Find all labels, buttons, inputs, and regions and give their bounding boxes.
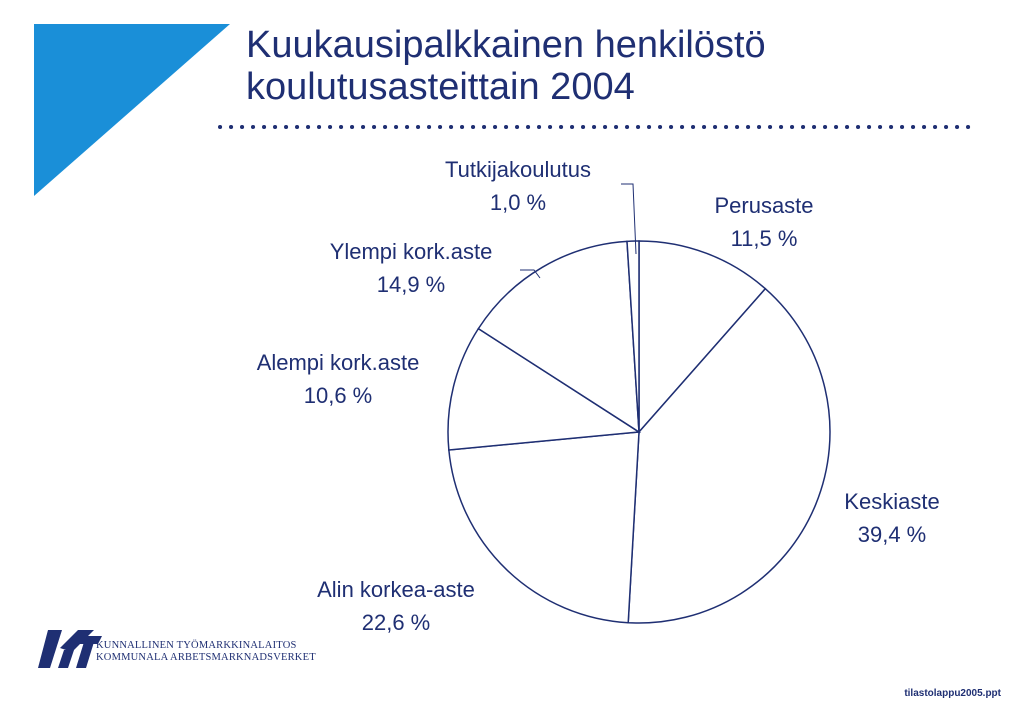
file-name: tilastolappu2005.ppt	[904, 688, 1001, 699]
pie-slice-tutkijakoulutus	[626, 240, 640, 433]
slice-label-ylempi-kork-aste: Ylempi kork.aste	[330, 239, 493, 264]
org-name-swedish: KOMMUNALA ARBETSMARKNADSVERKET	[96, 652, 316, 663]
pie-slice-keskiaste	[627, 287, 831, 624]
leader-line-ylempi-kork-aste	[520, 269, 541, 279]
slice-value-alempi-kork-aste: 10,6 %	[304, 383, 373, 408]
title-line-1: Kuukausipalkkainen henkilöstö	[246, 24, 766, 66]
slice-label-perusaste: Perusaste	[714, 193, 813, 218]
corner-triangle-decoration	[34, 24, 230, 196]
kt-logo	[38, 630, 102, 668]
organization-names: KUNNALLINEN TYÖMARKKINALAITOS KOMMUNALA …	[96, 640, 316, 664]
org-name-finnish: KUNNALLINEN TYÖMARKKINALAITOS	[96, 640, 297, 651]
slice-value-ylempi-kork-aste: 14,9 %	[377, 272, 446, 297]
pie-slice-ylempi-kork-aste	[477, 240, 640, 434]
slice-value-tutkijakoulutus: 1,0 %	[490, 190, 546, 215]
pie-slice-alin-korkea-aste	[448, 431, 640, 624]
slice-label-tutkijakoulutus: Tutkijakoulutus	[445, 157, 591, 182]
slice-label-alin-korkea-aste: Alin korkea-aste	[317, 577, 475, 602]
page-title: Kuukausipalkkainen henkilöstö koulutusas…	[246, 24, 766, 108]
leader-line-tutkijakoulutus	[621, 183, 637, 255]
slice-value-keskiaste: 39,4 %	[858, 522, 927, 547]
title-line-2: koulutusasteittain 2004	[246, 66, 635, 108]
slice-label-keskiaste: Keskiaste	[844, 489, 939, 514]
dotted-title-rule	[218, 125, 974, 129]
slice-value-perusaste: 11,5 %	[731, 226, 798, 251]
pie-slice-perusaste	[638, 240, 767, 434]
pie-slice-alempi-kork-aste	[447, 327, 642, 451]
slice-value-alin-korkea-aste: 22,6 %	[362, 610, 431, 635]
slice-label-alempi-kork-aste: Alempi kork.aste	[257, 350, 420, 375]
